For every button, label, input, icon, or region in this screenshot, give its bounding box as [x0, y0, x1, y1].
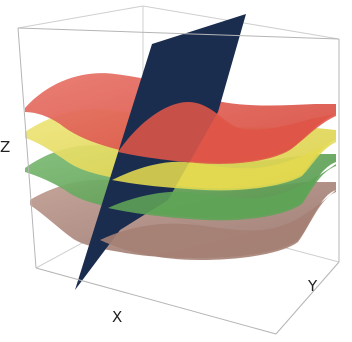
x-axis-label: X	[112, 308, 123, 326]
yellow-surface-front	[112, 140, 336, 191]
green-surface-front	[108, 164, 336, 221]
z-axis-label: Z	[0, 138, 11, 156]
bounding-box-front	[17, 27, 340, 335]
brown-surface-front	[100, 190, 336, 260]
y-axis-label: Y	[308, 277, 318, 295]
red-surface-front	[118, 102, 336, 164]
